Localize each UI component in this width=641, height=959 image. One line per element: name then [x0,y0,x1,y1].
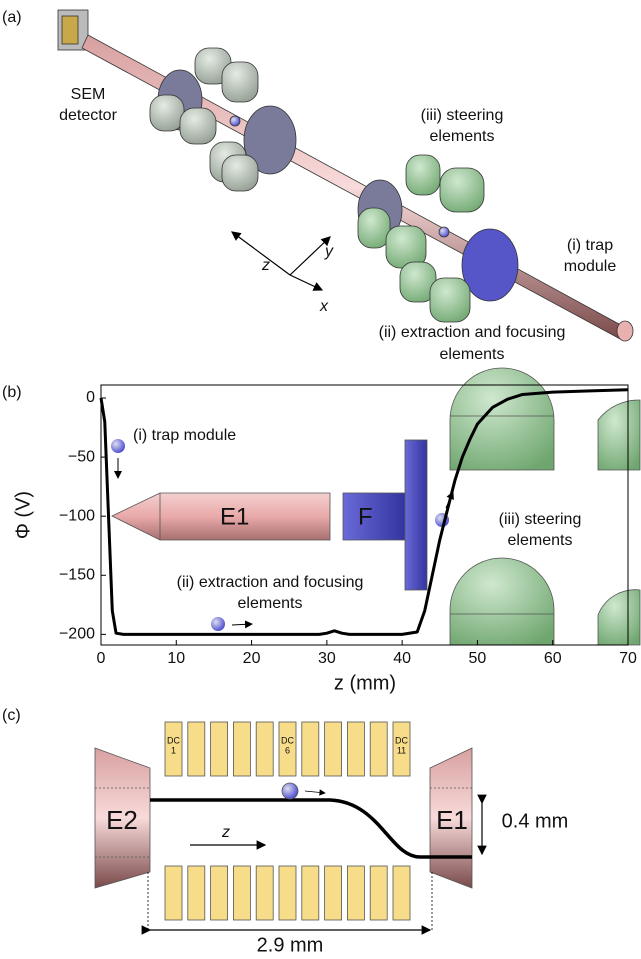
x-tick-label: 30 [318,650,336,667]
panel-label: (b) [2,384,22,401]
y-axis-label: Φ (V) [12,491,34,539]
label: SEM [71,86,106,103]
axis-name: y [324,243,334,260]
x-tick-label: 40 [393,650,411,667]
y-tick-label: −200 [59,626,95,643]
electrode [188,722,205,776]
electrode [256,722,273,776]
electrode [325,722,342,776]
electrode-label: 11 [397,745,406,755]
label: (ii) extraction and focusing [379,324,566,341]
axis-name: z [221,824,230,841]
y-tick-label: −50 [68,448,95,465]
electrode-label: 6 [285,745,290,755]
electrode [370,722,387,776]
x-tick-label: 60 [544,650,562,667]
annotation: elements [238,595,303,612]
x-tick-label: 20 [243,650,261,667]
dimension: 2.9 mm [257,934,324,956]
annotation: (iii) steering [499,511,582,528]
panel-a-illustration [58,10,633,341]
x-tick-label: 10 [167,650,185,667]
x-tick-label: 70 [619,650,637,667]
axis-name: x [319,298,329,315]
electrode-label: DC [281,735,294,745]
electrode-label: DC [395,735,408,745]
electrode [279,866,296,920]
electrode [302,866,319,920]
electrode [233,722,250,776]
electrode-label: E1 [436,805,468,835]
electrode-label: DC [167,735,180,745]
label: elements [440,346,505,363]
annotation: E1 [220,503,249,530]
label: elements [430,128,495,145]
panel-b-illustration [112,368,640,645]
electrode [325,866,342,920]
electrode [188,866,205,920]
electrode [256,866,273,920]
y-tick-label: 0 [86,389,95,406]
panel-label: (a) [2,9,22,26]
panel-label: (c) [2,707,21,724]
electrode [347,722,364,776]
label: (iii) steering [421,107,504,124]
electrode [370,866,387,920]
label: module [564,258,617,275]
dimension: 0.4 mm [502,810,569,832]
y-tick-label: −150 [59,566,95,583]
annotation: F [358,503,373,530]
label: detector [59,107,117,124]
annotation: (ii) extraction and focusing [177,574,364,591]
axis-name: z [261,257,270,274]
electrode [393,866,410,920]
electrode-label: 1 [171,745,176,755]
electrode [347,866,364,920]
electrode [165,866,182,920]
electrode-label: E2 [106,805,138,835]
annotation: (i) trap module [133,427,236,444]
figure: (a) SEM detector (iii) steering elements… [0,0,641,959]
electrode [211,722,228,776]
label: (i) trap [567,237,613,254]
electrode [211,866,228,920]
electrode [302,722,319,776]
electrode [233,866,250,920]
x-tick-label: 50 [469,650,487,667]
x-axis-label: z (mm) [334,672,396,694]
y-tick-label: −100 [59,507,95,524]
x-tick-label: 0 [97,650,106,667]
annotation: elements [508,532,573,549]
